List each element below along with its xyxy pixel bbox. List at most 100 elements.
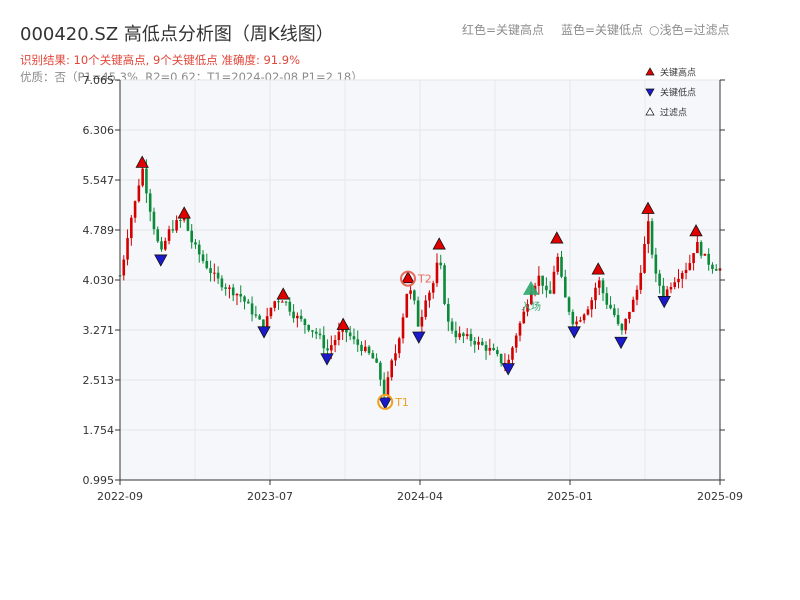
candle-body — [311, 330, 314, 332]
key-high-marker — [276, 287, 290, 300]
candle-body — [296, 315, 299, 319]
annotation-label: T2 — [417, 273, 432, 286]
filtered-marker — [523, 280, 539, 295]
candle-body — [454, 330, 458, 338]
candle-body — [703, 253, 707, 256]
header-legend-blue: 蓝色=关键低点 — [561, 23, 644, 37]
y-tick-label: 4.030 — [83, 274, 115, 287]
legend-marker-high — [645, 67, 655, 76]
key-high-marker — [641, 201, 655, 214]
candle-body — [179, 220, 182, 222]
candle-body — [326, 348, 329, 351]
candle-body — [379, 362, 382, 380]
candle-body — [190, 230, 193, 243]
candle-body — [220, 278, 224, 288]
candle-body — [628, 311, 631, 319]
candle-body — [443, 265, 446, 304]
candle-body — [552, 271, 556, 294]
x-tick-label: 2025-01 — [547, 490, 593, 503]
candle-body — [643, 243, 646, 273]
candle-body — [684, 269, 688, 274]
candle-body — [167, 229, 171, 241]
key-low-marker — [614, 336, 628, 350]
candle-body — [126, 238, 129, 260]
candle-body — [280, 301, 284, 303]
candle-body — [537, 275, 541, 286]
candle-body — [673, 282, 677, 287]
candle-body — [152, 211, 156, 230]
candle-body — [228, 287, 231, 289]
candle-body — [462, 333, 465, 337]
candle-body — [597, 280, 601, 288]
candle-body — [314, 331, 318, 334]
candle-body — [360, 344, 363, 352]
candle-body — [265, 316, 269, 331]
candle-body — [405, 293, 409, 318]
candle-body — [258, 315, 261, 320]
candle-body — [163, 240, 167, 250]
candle-body — [330, 345, 333, 351]
candle-body — [137, 185, 141, 202]
candle-body — [337, 331, 341, 340]
candle-body — [484, 344, 488, 351]
candle-body — [431, 283, 435, 293]
legend-marker-filtered — [645, 107, 655, 116]
y-tick-label: 6.306 — [83, 124, 115, 137]
candle-body — [496, 350, 499, 354]
candle-body — [560, 256, 563, 277]
key-high-marker — [591, 262, 605, 275]
candle-body — [620, 323, 624, 331]
candle-body — [447, 303, 450, 322]
candle-body — [424, 300, 427, 317]
candle-body — [130, 217, 133, 239]
candle-body — [352, 336, 356, 340]
candle-body — [397, 338, 401, 354]
candle-body — [480, 341, 484, 345]
y-tick-label: 0.995 — [83, 474, 115, 487]
candle-body — [141, 168, 144, 186]
candle-body — [556, 256, 560, 272]
x-tick-label: 2022-09 — [97, 490, 143, 503]
candle-body — [148, 193, 152, 212]
candle-body — [511, 347, 514, 360]
key-high-marker — [135, 155, 149, 168]
candle-body — [186, 218, 190, 231]
candle-body — [243, 296, 246, 302]
candle-body — [213, 272, 216, 274]
candle-body — [609, 304, 612, 309]
candle-body — [514, 335, 518, 348]
candle-body — [590, 300, 593, 310]
candle-body — [647, 221, 650, 244]
chart-title: 000420.SZ 高低点分析图（周K线图） — [20, 24, 334, 45]
candle-body — [677, 278, 680, 283]
axes: 0.995 1.754 2.513 3.271 4.030 4.789 5.547 6.306… — [83, 74, 743, 503]
candle-body — [477, 341, 480, 345]
candle-body — [571, 311, 575, 325]
candle-body — [439, 262, 443, 266]
candle-body — [303, 319, 307, 326]
candle-body — [688, 263, 692, 270]
candle-body — [416, 300, 420, 327]
candle-body — [386, 377, 390, 396]
y-tick-label: 5.547 — [83, 174, 115, 187]
candle-body — [635, 289, 639, 300]
candle-body — [288, 301, 292, 312]
candle-body — [409, 290, 412, 294]
candle-body — [322, 335, 326, 349]
candle-body — [548, 290, 552, 294]
candle-body — [122, 259, 126, 276]
candle-body — [413, 290, 416, 301]
candle-body — [575, 321, 578, 325]
candle-body — [696, 242, 699, 254]
candle-body — [371, 353, 375, 359]
candle-body — [680, 273, 684, 279]
annotation-circle — [400, 270, 416, 287]
candle-body — [348, 332, 352, 337]
candle-body — [507, 359, 510, 363]
legend-label: 过滤点 — [660, 107, 687, 119]
candle-body — [518, 323, 522, 336]
key-high-marker — [336, 317, 350, 330]
candle-body — [182, 218, 186, 221]
candle-body — [363, 346, 367, 352]
